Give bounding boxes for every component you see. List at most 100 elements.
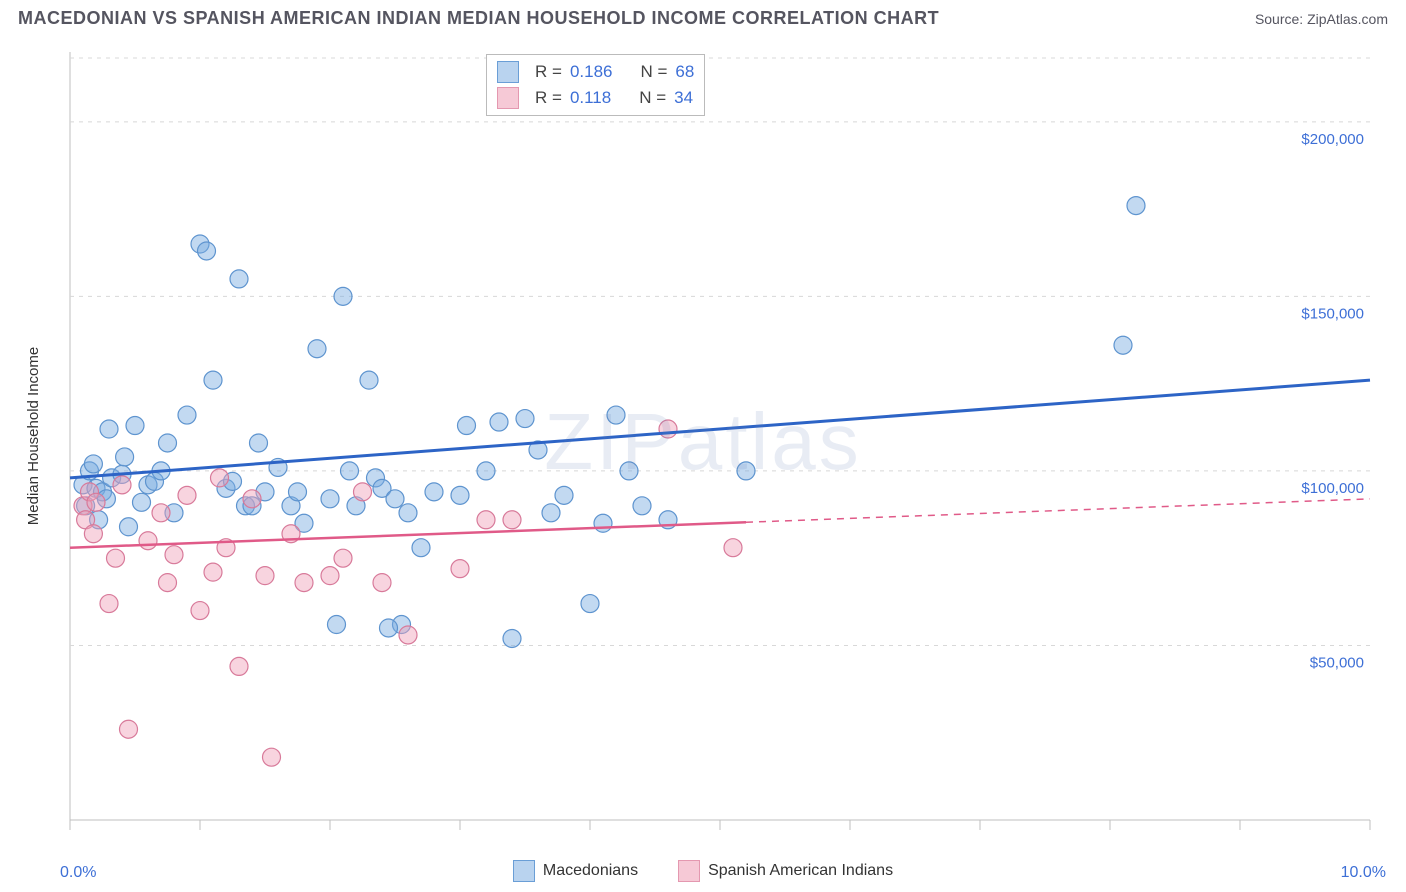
data-point: [133, 493, 151, 511]
data-point: [256, 567, 274, 585]
chart-source: Source: ZipAtlas.com: [1255, 11, 1388, 27]
data-point: [120, 518, 138, 536]
data-point: [100, 595, 118, 613]
data-point: [399, 504, 417, 522]
data-point: [737, 462, 755, 480]
data-point: [1127, 197, 1145, 215]
data-point: [477, 511, 495, 529]
data-point: [84, 525, 102, 543]
stat-n-value: 68: [675, 62, 694, 82]
data-point: [84, 455, 102, 473]
stat-r-label: R =: [535, 62, 562, 82]
legend-label: Spanish American Indians: [708, 862, 893, 879]
data-point: [373, 574, 391, 592]
data-point: [555, 486, 573, 504]
legend-item-macedonians: Macedonians: [513, 860, 638, 882]
data-point: [1114, 336, 1132, 354]
stat-r-label: R =: [535, 88, 562, 108]
data-point: [581, 595, 599, 613]
data-point: [659, 420, 677, 438]
stats-row-macedonians: R = 0.186 N = 68: [497, 59, 694, 85]
data-point: [263, 748, 281, 766]
scatter-chart: $50,000 $100,000 $150,000 $200,000 Median Ho…: [18, 40, 1388, 840]
data-point: [126, 417, 144, 435]
data-point: [159, 434, 177, 452]
data-point: [724, 539, 742, 557]
data-point: [116, 448, 134, 466]
data-point: [354, 483, 372, 501]
data-point: [152, 504, 170, 522]
chart-title: MACEDONIAN VS SPANISH AMERICAN INDIAN ME…: [18, 8, 939, 29]
stats-legend-box: R = 0.186 N = 68 R = 0.118 N = 34: [486, 54, 705, 116]
legend-swatch: [513, 860, 535, 882]
data-point: [503, 511, 521, 529]
data-point: [191, 602, 209, 620]
y-tick-label: $200,000: [1301, 131, 1364, 148]
trendline-spanish-american-indians-extrapolated: [746, 499, 1370, 522]
data-point: [204, 371, 222, 389]
series-spanish-american-indians: [74, 420, 742, 766]
data-point: [516, 410, 534, 428]
chart-header: MACEDONIAN VS SPANISH AMERICAN INDIAN ME…: [0, 0, 1406, 33]
data-point: [399, 626, 417, 644]
data-point: [204, 563, 222, 581]
stat-r-value: 0.118: [570, 88, 611, 108]
legend-item-spanish-american-indians: Spanish American Indians: [678, 860, 893, 882]
legend-swatch: [497, 87, 519, 109]
data-point: [321, 490, 339, 508]
data-point: [230, 270, 248, 288]
data-point: [386, 490, 404, 508]
legend-label: Macedonians: [543, 862, 638, 879]
data-point: [211, 469, 229, 487]
data-point: [328, 616, 346, 634]
series-macedonians: [74, 197, 1145, 648]
data-point: [113, 476, 131, 494]
data-point: [620, 462, 638, 480]
data-point: [594, 514, 612, 532]
stats-row-spanish-american-indians: R = 0.118 N = 34: [497, 85, 694, 111]
data-point: [87, 493, 105, 511]
data-point: [451, 560, 469, 578]
legend-swatch: [497, 61, 519, 83]
y-tick-label: $100,000: [1301, 480, 1364, 497]
data-point: [341, 462, 359, 480]
data-point: [360, 371, 378, 389]
data-point: [139, 532, 157, 550]
data-point: [120, 720, 138, 738]
data-point: [100, 420, 118, 438]
data-point: [451, 486, 469, 504]
trendline-macedonians: [70, 380, 1370, 478]
stat-n-value: 34: [674, 88, 693, 108]
data-point: [458, 417, 476, 435]
y-tick-label: $150,000: [1301, 305, 1364, 322]
data-point: [295, 574, 313, 592]
data-point: [503, 629, 521, 647]
stat-n-label: N =: [640, 62, 667, 82]
stat-r-value: 0.186: [570, 62, 613, 82]
data-point: [334, 549, 352, 567]
data-point: [425, 483, 443, 501]
data-point: [159, 574, 177, 592]
data-point: [243, 490, 261, 508]
data-point: [308, 340, 326, 358]
stat-n-label: N =: [639, 88, 666, 108]
data-point: [412, 539, 430, 557]
data-point: [178, 486, 196, 504]
data-point: [490, 413, 508, 431]
data-point: [165, 546, 183, 564]
chart-area: $50,000 $100,000 $150,000 $200,000 Median Ho…: [18, 40, 1388, 844]
data-point: [250, 434, 268, 452]
data-point: [380, 619, 398, 637]
data-point: [633, 497, 651, 515]
series-legend: Macedonians Spanish American Indians: [0, 860, 1406, 882]
legend-swatch: [678, 860, 700, 882]
data-point: [334, 287, 352, 305]
data-point: [607, 406, 625, 424]
data-point: [321, 567, 339, 585]
data-point: [289, 483, 307, 501]
data-point: [198, 242, 216, 260]
y-axis-label: Median Household Income: [25, 347, 42, 525]
y-tick-label: $50,000: [1310, 654, 1364, 671]
data-point: [477, 462, 495, 480]
data-point: [542, 504, 560, 522]
